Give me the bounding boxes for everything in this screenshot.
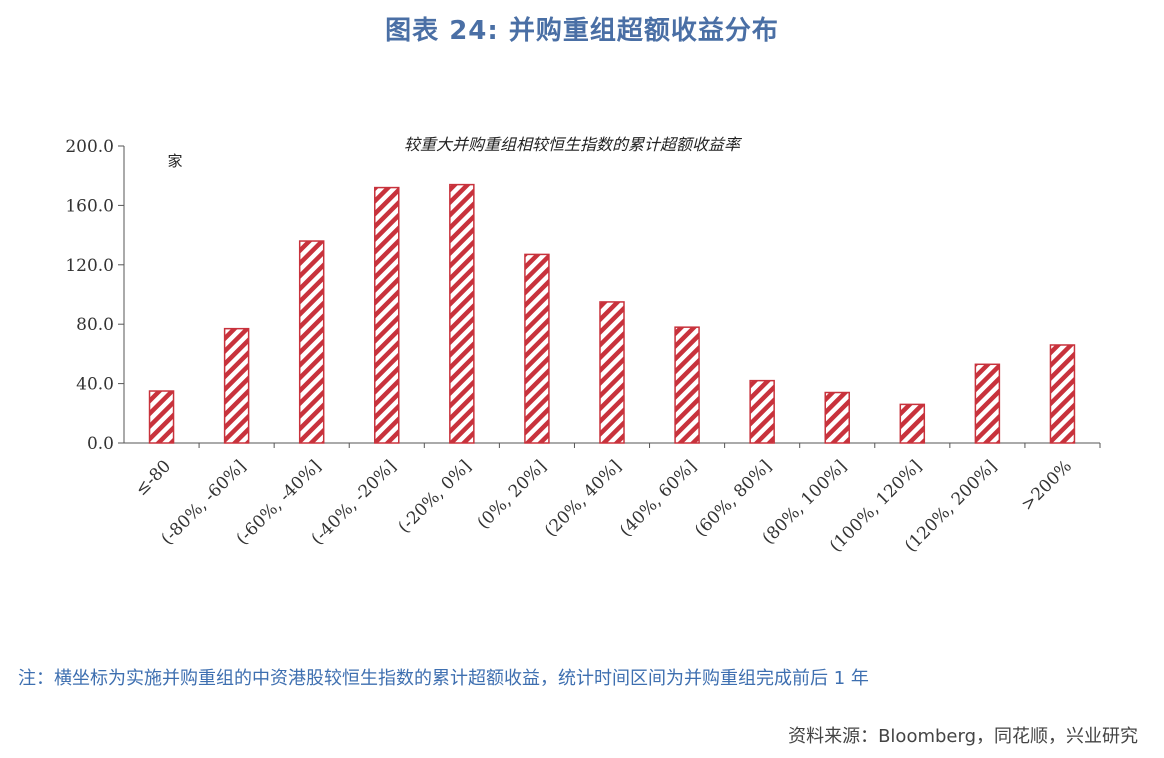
y-tick-label: 160.0 (65, 196, 114, 216)
bar (1049, 344, 1076, 444)
bar (599, 301, 625, 444)
x-category-label: (0%, 20%] (474, 456, 551, 533)
bar (899, 403, 926, 444)
figure-title: 图表 24: 并购重组超额收益分布 (385, 16, 779, 46)
y-tick-label: 120.0 (65, 256, 114, 276)
bar (298, 240, 325, 444)
y-tick-label: 40.0 (76, 375, 114, 395)
bar (824, 391, 850, 444)
y-tick-label: 80.0 (76, 315, 114, 335)
bar (449, 183, 475, 444)
x-category-label: (40%, 60%] (616, 456, 701, 541)
x-category-label: ≤-80 (131, 456, 175, 500)
y-tick-label: 0.0 (87, 434, 114, 454)
x-category-label: (20%, 40%] (541, 456, 626, 541)
bar (974, 363, 1001, 444)
y-tick-label: 200.0 (65, 137, 114, 157)
x-category-label: (60%, 80%] (691, 456, 776, 541)
bar (374, 186, 400, 444)
y-unit-label: 家 (167, 152, 182, 170)
x-category-label: (-20%, 0%] (394, 456, 475, 537)
bar (674, 326, 700, 444)
source-line: 资料来源：Bloomberg，同花顺，兴业研究 (788, 726, 1138, 747)
chart-inner-title: 较重大并购重组相较恒生指数的累计超额收益率 (404, 135, 743, 154)
footnote: 注：横坐标为实施并购重组的中资港股较恒生指数的累计超额收益，统计时间区间为并购重… (18, 668, 869, 689)
bar (223, 327, 250, 444)
bar (524, 253, 550, 444)
bar (148, 390, 175, 444)
bar (749, 379, 775, 444)
x-category-label: >200% (1017, 456, 1076, 515)
